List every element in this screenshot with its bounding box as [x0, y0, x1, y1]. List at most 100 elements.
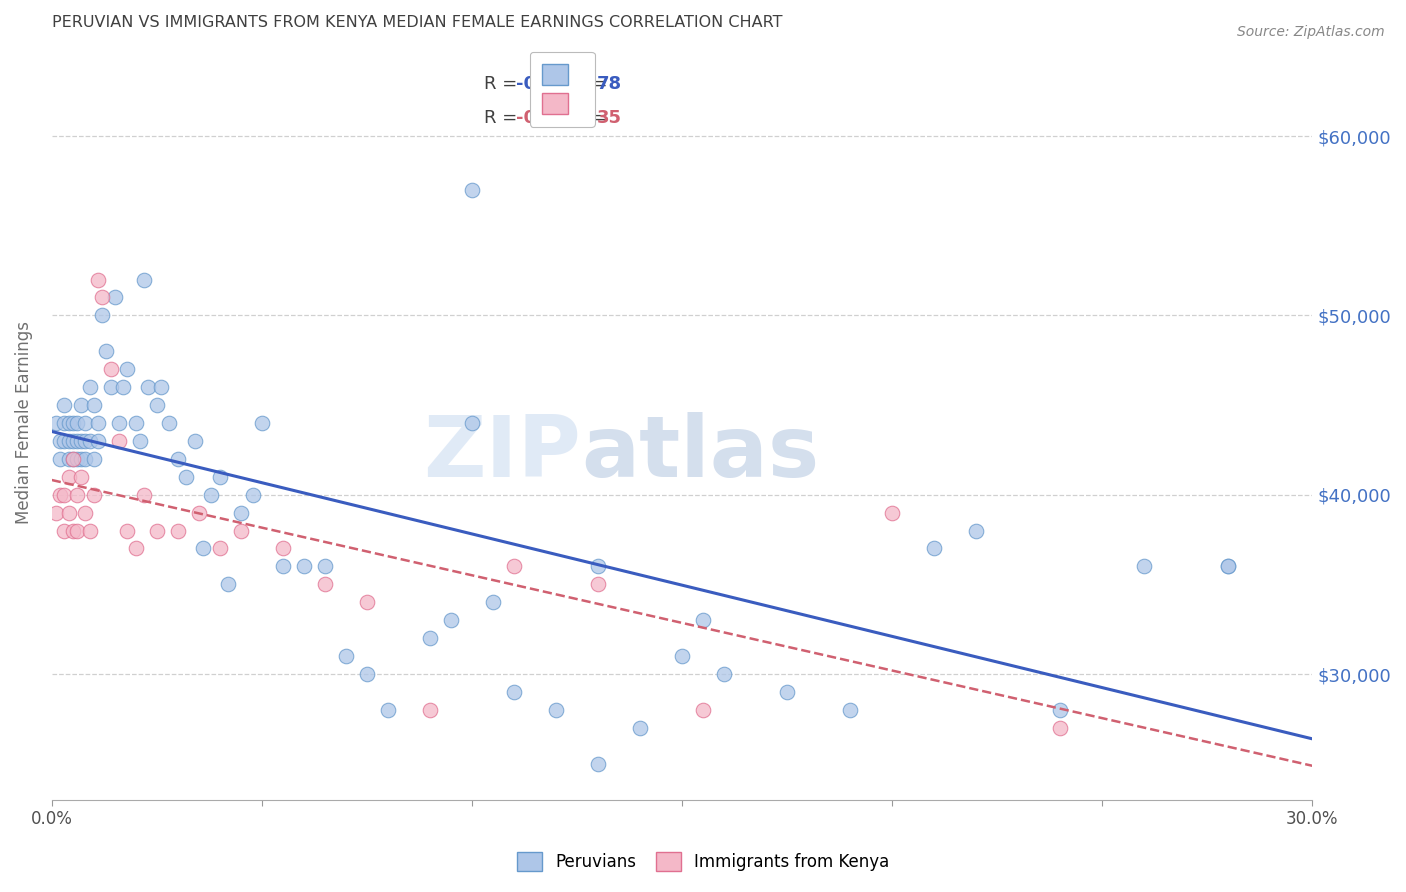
Point	[117, 362, 139, 376]
Point	[191, 541, 214, 556]
Point	[1133, 559, 1156, 574]
Point	[53, 434, 76, 448]
Point	[87, 272, 110, 286]
Point	[91, 309, 114, 323]
Point	[461, 416, 484, 430]
Point	[628, 721, 651, 735]
Point	[586, 756, 609, 771]
Point	[75, 434, 97, 448]
Point	[49, 451, 72, 466]
Point	[125, 541, 148, 556]
Point	[58, 434, 80, 448]
Point	[129, 434, 152, 448]
Point	[229, 506, 252, 520]
Point	[58, 451, 80, 466]
Point	[62, 434, 84, 448]
Point	[70, 434, 93, 448]
Point	[83, 398, 105, 412]
Text: -0.024: -0.024	[516, 109, 581, 127]
Point	[242, 488, 264, 502]
Point	[66, 488, 89, 502]
Text: ZIP: ZIP	[423, 411, 581, 494]
Point	[45, 416, 67, 430]
Point	[53, 488, 76, 502]
Point	[200, 488, 222, 502]
Point	[83, 451, 105, 466]
Point	[377, 703, 399, 717]
Text: -0.104: -0.104	[516, 75, 581, 93]
Text: N =: N =	[555, 109, 613, 127]
Point	[134, 488, 156, 502]
Point	[49, 434, 72, 448]
Point	[586, 577, 609, 591]
Point	[965, 524, 987, 538]
Point	[440, 613, 463, 627]
Point	[62, 416, 84, 430]
Point	[335, 649, 357, 664]
Text: R =: R =	[484, 109, 523, 127]
Point	[87, 416, 110, 430]
Point	[183, 434, 205, 448]
Point	[70, 470, 93, 484]
Point	[692, 613, 714, 627]
Point	[208, 541, 231, 556]
Point	[586, 559, 609, 574]
Point	[713, 667, 735, 681]
Point	[96, 344, 118, 359]
Point	[112, 380, 135, 394]
Point	[503, 559, 526, 574]
Point	[87, 434, 110, 448]
Point	[53, 398, 76, 412]
Point	[75, 451, 97, 466]
Point	[692, 703, 714, 717]
Point	[217, 577, 239, 591]
Point	[271, 541, 294, 556]
Point	[75, 506, 97, 520]
Point	[150, 380, 173, 394]
Point	[157, 416, 180, 430]
Point	[83, 488, 105, 502]
Point	[66, 451, 89, 466]
Point	[138, 380, 160, 394]
Point	[314, 577, 336, 591]
Point	[66, 416, 89, 430]
Point	[70, 451, 93, 466]
Point	[922, 541, 945, 556]
Point	[66, 524, 89, 538]
Text: R =: R =	[484, 75, 523, 93]
Legend: Peruvians, Immigrants from Kenya: Peruvians, Immigrants from Kenya	[508, 843, 898, 880]
Point	[1218, 559, 1240, 574]
Point	[45, 506, 67, 520]
Point	[108, 416, 131, 430]
Point	[356, 595, 378, 609]
Text: atlas: atlas	[581, 411, 820, 494]
Point	[839, 703, 862, 717]
Point	[356, 667, 378, 681]
Point	[419, 631, 441, 645]
Point	[62, 524, 84, 538]
Point	[544, 703, 567, 717]
Point	[882, 506, 904, 520]
Text: PERUVIAN VS IMMIGRANTS FROM KENYA MEDIAN FEMALE EARNINGS CORRELATION CHART: PERUVIAN VS IMMIGRANTS FROM KENYA MEDIAN…	[52, 15, 782, 30]
Point	[100, 362, 122, 376]
Point	[174, 470, 197, 484]
Point	[671, 649, 693, 664]
Point	[104, 290, 127, 304]
Point	[91, 290, 114, 304]
Point	[166, 524, 188, 538]
Point	[146, 398, 169, 412]
Point	[79, 524, 101, 538]
Point	[79, 434, 101, 448]
Point	[1049, 721, 1071, 735]
Point	[108, 434, 131, 448]
Point	[100, 380, 122, 394]
Point	[250, 416, 273, 430]
Text: N =: N =	[555, 75, 613, 93]
Text: Source: ZipAtlas.com: Source: ZipAtlas.com	[1237, 25, 1385, 39]
Point	[58, 470, 80, 484]
Point	[49, 488, 72, 502]
Point	[314, 559, 336, 574]
Point	[187, 506, 209, 520]
Point	[146, 524, 169, 538]
Point	[117, 524, 139, 538]
